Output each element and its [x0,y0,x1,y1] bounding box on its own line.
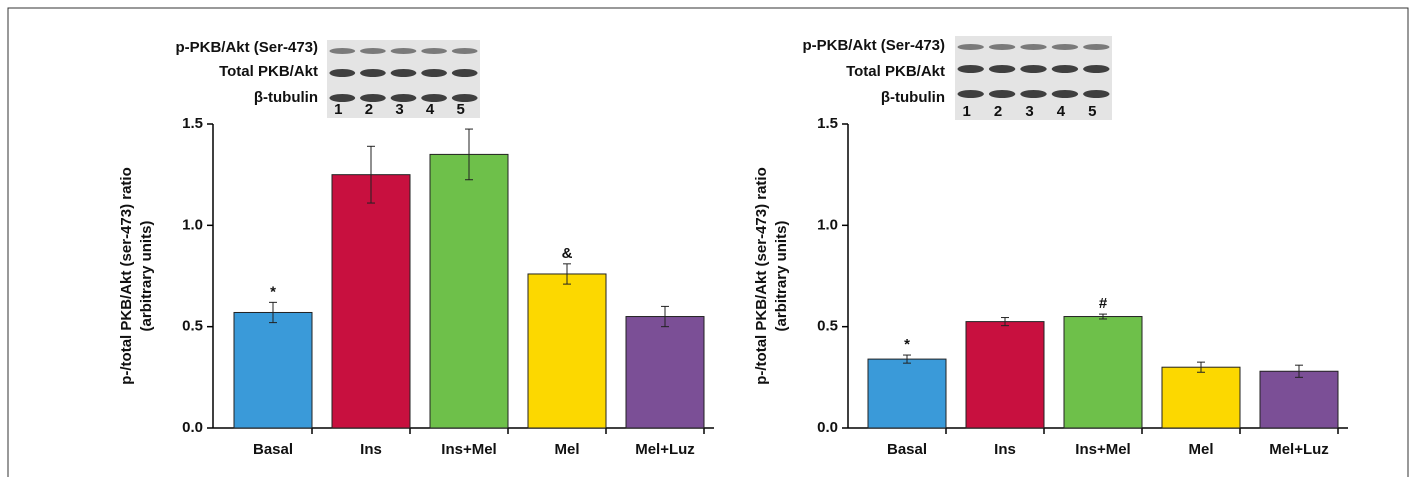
blot-band [958,90,984,98]
x-tick-label: Mel [1188,441,1213,458]
bar [430,154,508,428]
x-tick-label: Ins+Mel [441,441,496,458]
bar [528,274,606,428]
y-tick-label: 1.5 [182,115,203,132]
blot-band [958,44,984,50]
y-axis-label: p-/total PKB/Akt (ser-473) ratio [118,167,135,385]
x-tick-label: Mel+Luz [635,441,695,458]
y-tick-label: 0.0 [817,419,838,436]
blot-band [1052,44,1078,50]
blot-band [1020,90,1046,98]
bar [1162,367,1240,428]
blot-band [1020,44,1046,50]
y-tick-label: 0.5 [182,318,203,335]
bar [868,359,946,428]
blot-band [329,48,355,54]
significance-mark: * [270,283,276,300]
blot-band [421,48,447,54]
y-tick-label: 0.0 [182,419,203,436]
blot-band [1083,65,1109,73]
x-tick-label: Ins [360,441,382,458]
blot-label: p-PKB/Akt (Ser-473) [802,37,945,54]
x-tick-label: Mel+Luz [1269,441,1329,458]
blot-band [1083,90,1109,98]
blot-band [391,69,417,77]
blot-label: β-tubulin [254,89,318,106]
blot-label: Total PKB/Akt [846,63,945,80]
lane-number: 2 [994,103,1002,120]
lane-number: 1 [963,103,971,120]
x-tick-label: Ins [994,441,1016,458]
lane-number: 1 [334,101,342,118]
lane-number: 2 [365,101,373,118]
y-tick-label: 1.0 [817,216,838,233]
lane-number: 3 [395,101,403,118]
y-tick-label: 0.5 [817,318,838,335]
blot-band [989,90,1015,98]
blot-band [1052,65,1078,73]
y-tick-label: 1.5 [817,115,838,132]
blot-label: Total PKB/Akt [219,63,318,80]
blot-label: β-tubulin [881,89,945,106]
y-axis-label: (arbitrary units) [773,221,790,332]
lane-number: 5 [1088,103,1096,120]
figure: 0.0 0.5 1.0 1.5 p-/total PKB/Akt (ser-473) r… [0,0,1416,477]
blot-band [452,69,478,77]
blot-band [421,69,447,77]
significance-mark: & [562,245,573,262]
y-axis-label: p-/total PKB/Akt (ser-473) ratio [753,167,770,385]
blot-band [452,48,478,54]
bar [1064,317,1142,428]
x-tick-label: Basal [253,441,293,458]
lane-number: 4 [1057,103,1066,120]
blot-label: p-PKB/Akt (Ser-473) [175,39,318,56]
blot-band [360,69,386,77]
x-tick-label: Mel [554,441,579,458]
bar [1260,371,1338,428]
blot-band [989,65,1015,73]
y-tick-label: 1.0 [182,216,203,233]
x-tick-label: Ins+Mel [1075,441,1130,458]
blot-band [329,69,355,77]
lane-number: 4 [426,101,435,118]
significance-mark: * [904,336,910,353]
blot-band [958,65,984,73]
bar [966,322,1044,428]
bar [626,317,704,428]
y-axis-label: (arbitrary units) [138,221,155,332]
blot-band [1083,44,1109,50]
blot-band [1052,90,1078,98]
lane-number: 5 [457,101,465,118]
blot-band [1020,65,1046,73]
blot-band [391,48,417,54]
bar [332,175,410,428]
x-tick-label: Basal [887,441,927,458]
lane-number: 3 [1025,103,1033,120]
significance-mark: # [1099,295,1108,312]
bar [234,312,312,428]
blot-band [989,44,1015,50]
blot-band [360,48,386,54]
